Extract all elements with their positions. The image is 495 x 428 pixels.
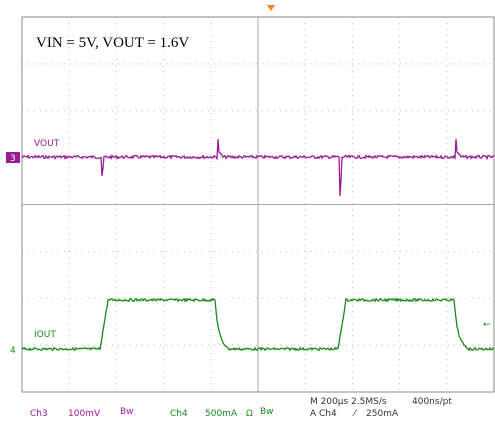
trigger-slope: ⁄ — [352, 409, 358, 419]
vout-trace — [21, 138, 495, 197]
ch4-name: Ch4 — [170, 409, 188, 419]
trigger-position — [267, 5, 275, 11]
ch3-scale: 100mV — [68, 409, 101, 419]
ch4-marker-text: 4 — [10, 346, 16, 356]
vout-label: VOUT — [34, 139, 60, 149]
trigger-level-arrow: ← — [483, 320, 491, 330]
ch3-marker — [6, 152, 20, 163]
ch4-scale: 500mA — [205, 409, 238, 419]
ch4-bw: Bw — [260, 407, 274, 417]
frame — [21, 16, 495, 393]
iout-trace — [21, 297, 495, 352]
ch3-name: Ch3 — [30, 409, 48, 419]
iout-label: IOUT — [34, 330, 56, 340]
ch3-marker-text: 3 — [10, 154, 16, 164]
ch4-ohm: Ω — [246, 409, 253, 419]
ch3-bw: Bw — [120, 407, 134, 417]
resolution: 400ns/pt — [412, 397, 452, 407]
timebase: M 200µs 2.5MS/s — [310, 397, 387, 407]
trigger-source: A Ch4 — [310, 409, 337, 419]
title: VIN = 5V, VOUT = 1.6V — [36, 35, 189, 51]
trigger-level: 250mA — [366, 409, 399, 419]
